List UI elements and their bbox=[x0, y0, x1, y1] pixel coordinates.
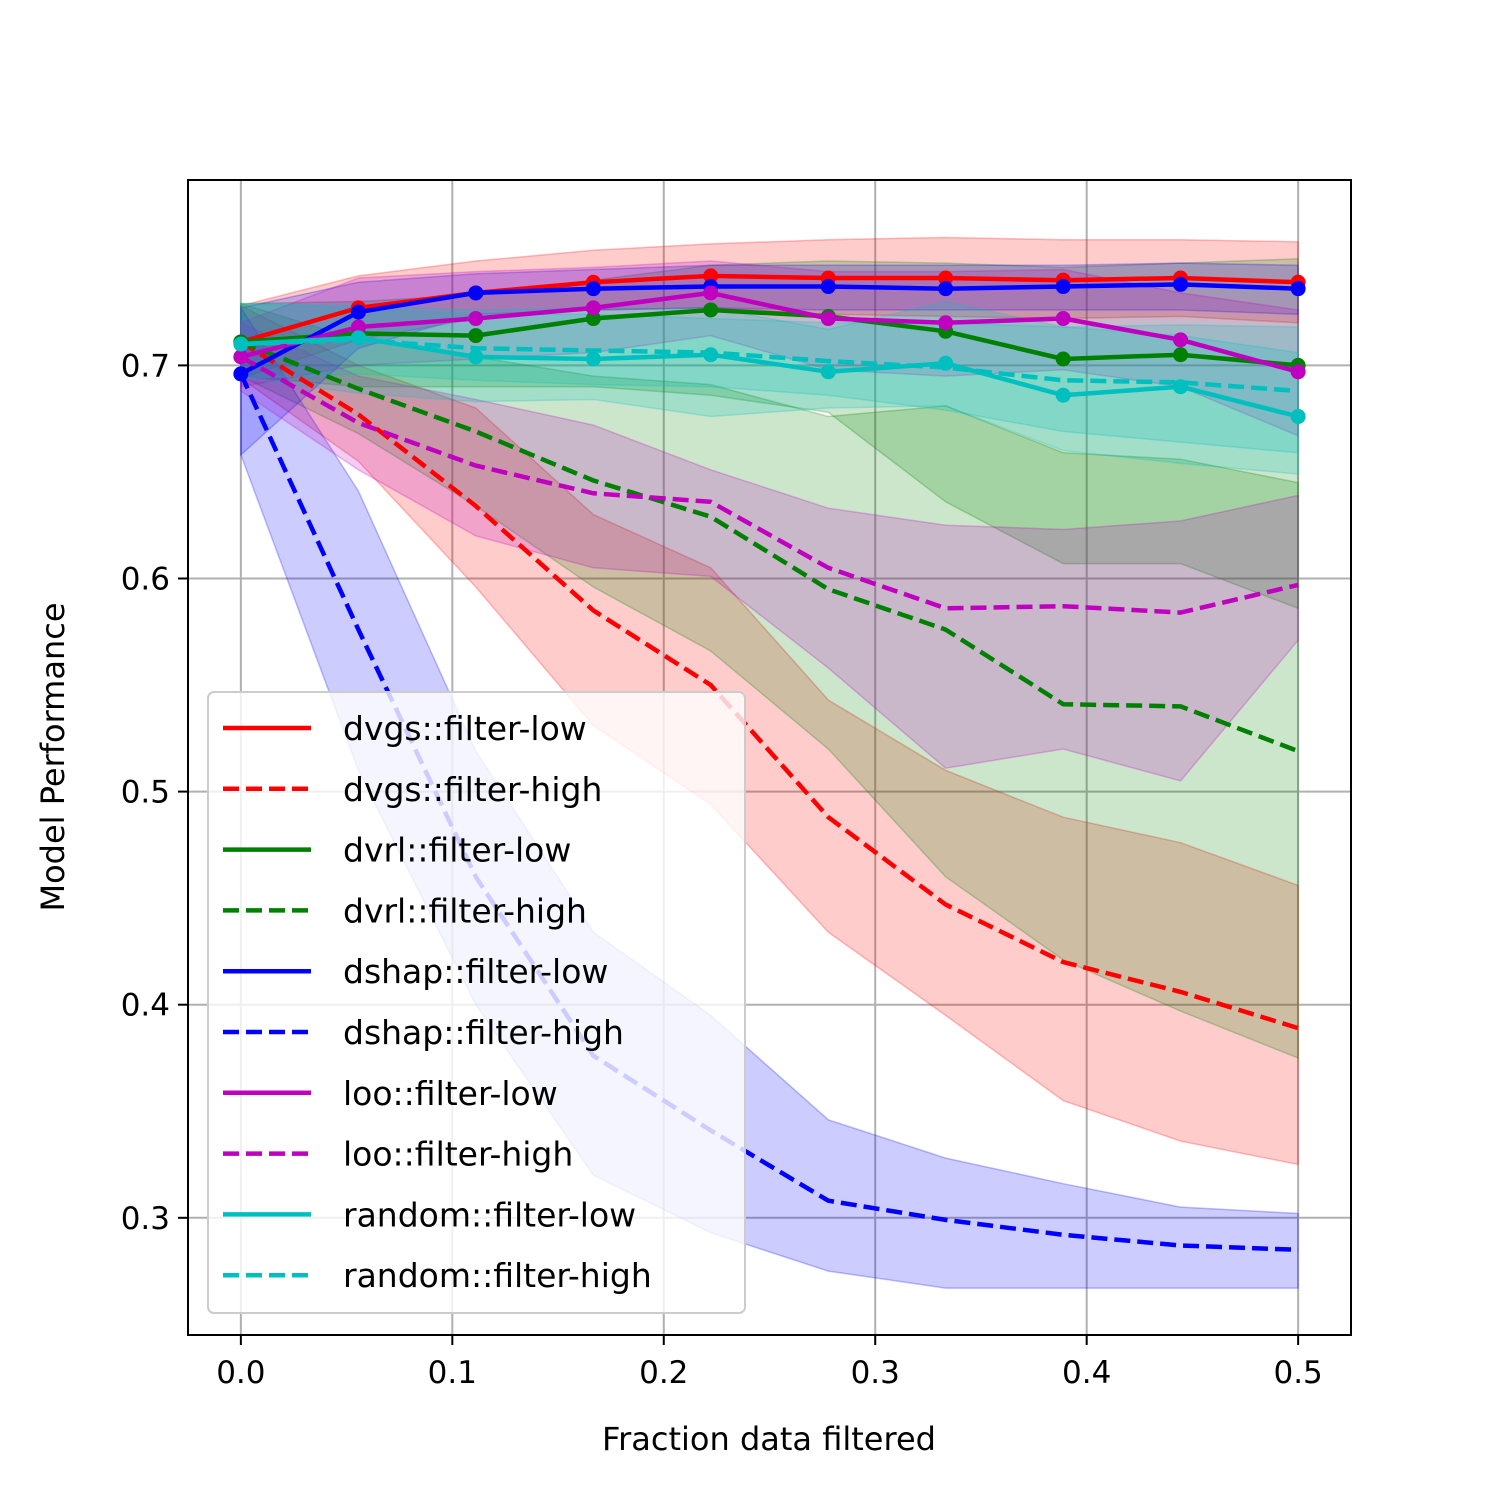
legend-label: dshap::filter-high bbox=[343, 1013, 624, 1052]
line-random-filter-low bbox=[240, 335, 1299, 419]
point-dshap-filter-low bbox=[468, 285, 484, 301]
line-dvrl-filter-low bbox=[240, 307, 1299, 368]
legend-label: random::filter-low bbox=[343, 1195, 636, 1234]
point-random-filter-low bbox=[233, 336, 249, 352]
legend-label: dvgs::filter-high bbox=[343, 770, 602, 809]
line-dvgs-filter-high bbox=[239, 340, 1299, 1031]
point-random-filter-low bbox=[1290, 409, 1306, 425]
point-dshap-filter-low bbox=[585, 281, 601, 297]
point-loo-filter-low bbox=[938, 315, 954, 331]
point-loo-filter-low bbox=[585, 300, 601, 316]
point-dshap-filter-low bbox=[938, 281, 954, 297]
point-dvrl-filter-low bbox=[585, 311, 601, 327]
point-loo-filter-low bbox=[1173, 332, 1189, 348]
point-dvrl-filter-low bbox=[468, 328, 484, 344]
point-dvrl-filter-low bbox=[1055, 351, 1071, 367]
legend-label: dvrl::filter-low bbox=[343, 831, 571, 870]
legend-label: dvrl::filter-high bbox=[343, 891, 587, 930]
point-random-filter-low bbox=[468, 349, 484, 365]
axis-ticks: 0.0 0.1 0.2 0.3 0.4 0.5 0.3 0.4 0.5 0.6 0.7 bbox=[121, 348, 1323, 1391]
line-loo-filter-low bbox=[240, 290, 1299, 374]
point-loo-filter-low bbox=[1055, 311, 1071, 327]
x-tick-label: 0.2 bbox=[639, 1355, 688, 1391]
legend-label: loo::filter-low bbox=[343, 1074, 558, 1113]
point-dvrl-filter-low bbox=[1173, 347, 1189, 363]
point-dshap-filter-low bbox=[350, 304, 366, 320]
plot-frame bbox=[187, 179, 1352, 1336]
y-tick-label: 0.6 bbox=[121, 561, 170, 597]
band-dvrl-filter-high bbox=[240, 302, 1299, 1060]
series-lines bbox=[233, 268, 1306, 1253]
y-tick-label: 0.3 bbox=[121, 1201, 170, 1237]
point-loo-filter-low bbox=[820, 311, 836, 327]
y-tick-label: 0.4 bbox=[121, 988, 170, 1024]
legend-label: loo::filter-high bbox=[343, 1135, 573, 1174]
x-axis-label: Fraction data filtered bbox=[602, 1420, 936, 1458]
band-random-filter-low bbox=[240, 300, 1299, 475]
legend: dvgs::filter-lowdvgs::filter-highdvrl::f… bbox=[207, 691, 746, 1314]
point-dvgs-filter-low bbox=[938, 270, 954, 286]
line-loo-filter-high bbox=[239, 354, 1299, 615]
line-random-filter-high bbox=[240, 337, 1299, 394]
x-tick-label: 0.3 bbox=[851, 1355, 900, 1391]
band-dvgs-filter-high bbox=[240, 304, 1299, 1166]
legend-label: dshap::filter-low bbox=[343, 952, 608, 991]
legend-label: dvgs::filter-low bbox=[343, 709, 587, 748]
point-dshap-filter-low bbox=[1290, 281, 1306, 297]
x-tick-label: 0.5 bbox=[1273, 1355, 1322, 1391]
point-random-filter-low bbox=[820, 364, 836, 380]
x-tick-label: 0.0 bbox=[216, 1355, 265, 1391]
line-dshap-filter-low bbox=[239, 282, 1299, 376]
point-dvgs-filter-low bbox=[703, 268, 719, 284]
point-random-filter-low bbox=[1055, 387, 1071, 403]
point-random-filter-low bbox=[585, 351, 601, 367]
band-loo-filter-high bbox=[240, 321, 1299, 782]
point-loo-filter-low bbox=[468, 311, 484, 327]
point-loo-filter-low bbox=[703, 285, 719, 301]
point-loo-filter-low bbox=[350, 319, 366, 335]
line-dvrl-filter-high bbox=[240, 339, 1299, 754]
y-tick-label: 0.7 bbox=[121, 348, 170, 384]
y-tick-label: 0.5 bbox=[121, 775, 170, 811]
y-axis-label: Model Performance bbox=[34, 602, 72, 911]
band-dvrl-filter-low bbox=[240, 258, 1299, 610]
x-tick-label: 0.4 bbox=[1062, 1355, 1111, 1391]
x-tick-label: 0.1 bbox=[428, 1355, 477, 1391]
point-dshap-filter-low bbox=[1173, 276, 1189, 292]
point-dvrl-filter-low bbox=[703, 302, 719, 318]
point-loo-filter-low bbox=[1290, 364, 1306, 380]
legend-label: random::filter-high bbox=[343, 1256, 652, 1295]
legend-box bbox=[207, 691, 746, 1314]
point-dshap-filter-low bbox=[820, 279, 836, 295]
point-dshap-filter-low bbox=[1055, 279, 1071, 295]
